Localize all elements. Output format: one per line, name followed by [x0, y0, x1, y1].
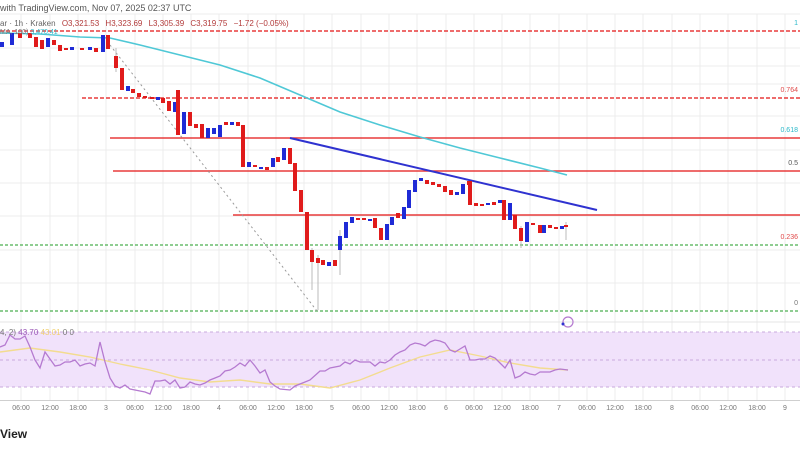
time-tick: 5: [330, 405, 334, 412]
time-tick: 12:00: [380, 405, 398, 412]
time-tick: 06:00: [691, 405, 709, 412]
rsi-label: 4, 2): [0, 328, 17, 337]
ohlc-legend: ar · 1h · Kraken O3,321.53 H3,323.69 L3,…: [0, 19, 293, 28]
time-tick: 7: [557, 405, 561, 412]
time-tick: 06:00: [578, 405, 596, 412]
price-chart[interactable]: ar · 1h · Kraken O3,321.53 H3,323.69 L3,…: [0, 0, 800, 400]
time-tick: 06:00: [239, 405, 257, 412]
low-value: L3,305.39: [148, 19, 185, 28]
chart-canvas: [0, 13, 800, 400]
ma-value: 3,470.41: [30, 29, 58, 36]
time-tick: 12:00: [719, 405, 737, 412]
time-tick: 12:00: [493, 405, 511, 412]
rsi-ma-line: [0, 347, 569, 389]
time-tick: 06:00: [352, 405, 370, 412]
rsi-value: 43.70: [18, 328, 39, 337]
chart-caption: with TradingView.com, Nov 07, 2025 02:37…: [0, 3, 192, 13]
close-value: C3,319.75: [190, 19, 228, 28]
time-tick: 18:00: [521, 405, 539, 412]
time-tick: 4: [217, 405, 221, 412]
time-tick: 18:00: [182, 405, 200, 412]
ma-legend: MA, 100) 3,470.41: [0, 29, 58, 36]
change-value: −1.72 (−0.05%): [233, 19, 289, 28]
time-tick: 06:00: [12, 405, 30, 412]
time-axis[interactable]: 06:00 12:00 18:00 3 06:00 12:00 18:00 4 …: [0, 400, 800, 419]
time-tick: 12:00: [267, 405, 285, 412]
fib-label-05: 0.5: [788, 160, 798, 167]
time-tick: 18:00: [748, 405, 766, 412]
time-tick: 18:00: [408, 405, 426, 412]
rsi-extra-2: 0: [69, 328, 74, 337]
sma-line: [0, 32, 568, 176]
time-tick: 12:00: [41, 405, 59, 412]
symbol-label: ar · 1h · Kraken: [0, 19, 56, 28]
rsi-legend: 4, 2) 43.70 43.01 0 0: [0, 328, 74, 337]
replay-marker-icon: [562, 316, 574, 328]
ma-label: MA, 100): [0, 29, 29, 36]
time-tick: 3: [104, 405, 108, 412]
fib-label-1: 1: [794, 20, 798, 27]
time-tick: 9: [783, 405, 787, 412]
fib-label-0618: 0.618: [780, 127, 798, 134]
time-tick: 06:00: [465, 405, 483, 412]
time-tick: 12:00: [606, 405, 624, 412]
high-value: H3,323.69: [105, 19, 143, 28]
time-tick: 18:00: [69, 405, 87, 412]
fib-diagonal: [109, 44, 318, 312]
fib-label-0764: 0.764: [780, 87, 798, 94]
rsi-ma-value: 43.01: [40, 328, 61, 337]
candles: [0, 33, 568, 310]
fib-label-0236: 0.236: [780, 234, 798, 241]
rsi-line: [0, 333, 569, 395]
time-tick: 8: [670, 405, 674, 412]
tradingview-brand: View: [0, 427, 28, 441]
time-tick: 18:00: [634, 405, 652, 412]
time-tick: 06:00: [126, 405, 144, 412]
time-tick: 12:00: [154, 405, 172, 412]
fib-label-0: 0: [794, 300, 798, 307]
time-tick: 6: [444, 405, 448, 412]
time-tick: 18:00: [295, 405, 313, 412]
open-value: O3,321.53: [61, 19, 100, 28]
rsi-extra-1: 0: [62, 328, 68, 337]
bearish-trendline: [289, 137, 598, 211]
